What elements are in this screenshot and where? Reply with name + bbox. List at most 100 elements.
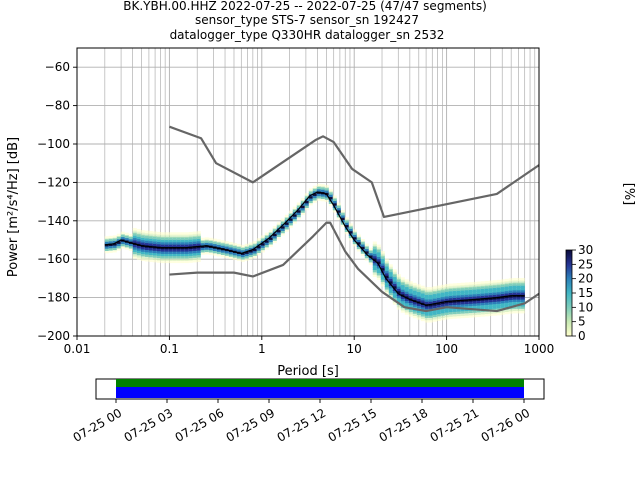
psd-cell bbox=[220, 240, 225, 244]
psd-cell bbox=[140, 234, 145, 238]
psd-cell bbox=[228, 244, 233, 248]
psd-cell bbox=[396, 294, 401, 299]
psd-cell bbox=[372, 264, 377, 268]
psd-cell bbox=[264, 241, 269, 246]
psd-cell bbox=[416, 316, 421, 320]
psd-cell bbox=[208, 240, 213, 244]
psd-cell bbox=[384, 261, 389, 265]
psd-cell bbox=[504, 281, 509, 285]
psd-cell bbox=[160, 248, 165, 252]
psd-cell bbox=[476, 309, 481, 313]
psd-cell bbox=[488, 298, 493, 303]
psd-cell bbox=[384, 274, 389, 279]
psd-cell bbox=[380, 257, 385, 262]
psd-cell bbox=[444, 313, 449, 318]
psd-cell bbox=[388, 266, 393, 270]
psd-cell bbox=[208, 247, 213, 251]
psd-cell bbox=[136, 256, 141, 260]
psd-cell bbox=[136, 231, 141, 235]
psd-cell bbox=[140, 248, 145, 252]
psd-cell bbox=[508, 299, 513, 303]
psd-cell bbox=[144, 237, 149, 241]
psd-cell bbox=[508, 289, 513, 293]
psd-cell bbox=[264, 244, 269, 248]
psd-cell bbox=[412, 301, 417, 305]
psd-cell bbox=[312, 188, 317, 192]
psd-cell bbox=[156, 231, 161, 236]
psd-cell bbox=[520, 305, 525, 309]
psd-cell bbox=[404, 283, 409, 288]
psd-cell bbox=[208, 251, 213, 255]
psd-cell bbox=[476, 306, 481, 311]
psd-cell bbox=[192, 236, 197, 240]
psd-cell bbox=[336, 216, 341, 220]
psd-cell bbox=[168, 236, 173, 241]
psd-cell bbox=[468, 286, 473, 290]
psd-cell bbox=[260, 237, 265, 241]
psd-cell bbox=[112, 246, 117, 251]
psd-cell bbox=[372, 271, 377, 275]
psd-cell bbox=[240, 249, 245, 253]
psd-cell bbox=[400, 307, 405, 311]
psd-cell bbox=[188, 248, 193, 252]
psd-cell bbox=[188, 236, 193, 240]
psd-cell bbox=[384, 258, 389, 262]
psd-cell bbox=[308, 193, 313, 197]
psd-cell bbox=[480, 306, 485, 310]
psd-cell bbox=[420, 306, 425, 310]
psd-cell bbox=[516, 277, 521, 282]
psd-cell bbox=[156, 254, 161, 259]
psd-cell bbox=[504, 285, 509, 289]
psd-cell bbox=[164, 234, 169, 238]
psd-cell bbox=[428, 314, 433, 318]
psd-cell bbox=[332, 200, 337, 204]
psd-cell bbox=[284, 226, 289, 230]
psd-cell bbox=[128, 243, 133, 247]
psd-cell bbox=[264, 234, 269, 239]
psd-cell bbox=[164, 236, 169, 241]
psd-cell bbox=[272, 239, 277, 244]
psd-cell bbox=[448, 290, 453, 294]
psd-cell bbox=[156, 257, 161, 261]
psd-cell bbox=[416, 309, 421, 313]
psd-cell bbox=[108, 247, 113, 251]
psd-cell bbox=[104, 236, 109, 240]
psd-cell bbox=[160, 241, 165, 245]
psd-cell bbox=[252, 241, 257, 245]
psd-cell bbox=[340, 219, 345, 223]
psd-cell bbox=[376, 267, 381, 271]
psd-cell bbox=[480, 304, 485, 308]
psd-cell bbox=[112, 240, 117, 244]
psd-cell bbox=[284, 221, 289, 225]
psd-cell bbox=[356, 241, 361, 245]
psd-cell bbox=[192, 254, 197, 258]
psd-cell bbox=[408, 299, 413, 303]
psd-cell bbox=[516, 289, 521, 293]
psd-cell bbox=[200, 240, 205, 244]
psd-cell bbox=[156, 241, 161, 245]
psd-cell bbox=[136, 235, 141, 240]
psd-cell bbox=[288, 222, 293, 226]
psd-cell bbox=[324, 198, 329, 203]
psd-cell bbox=[268, 241, 273, 245]
psd-cell bbox=[476, 288, 481, 292]
psd-cell bbox=[192, 250, 197, 254]
psd-cell bbox=[396, 274, 401, 278]
psd-cell bbox=[424, 305, 429, 309]
psd-cell bbox=[352, 229, 357, 233]
psd-cell bbox=[456, 287, 461, 291]
psd-cell bbox=[444, 284, 449, 288]
psd-cell bbox=[392, 301, 397, 305]
psd-cell bbox=[472, 281, 477, 286]
psd-cell bbox=[144, 246, 149, 250]
psd-cell bbox=[152, 247, 157, 251]
psd-cell bbox=[380, 262, 385, 266]
psd-cell bbox=[440, 303, 445, 307]
psd-cell bbox=[312, 190, 317, 194]
psd-cell bbox=[132, 227, 137, 232]
psd-cell bbox=[496, 312, 501, 316]
psd-cell bbox=[500, 281, 505, 285]
psd-cell bbox=[436, 285, 441, 289]
psd-cell bbox=[504, 308, 509, 312]
psd-cell bbox=[480, 313, 485, 317]
